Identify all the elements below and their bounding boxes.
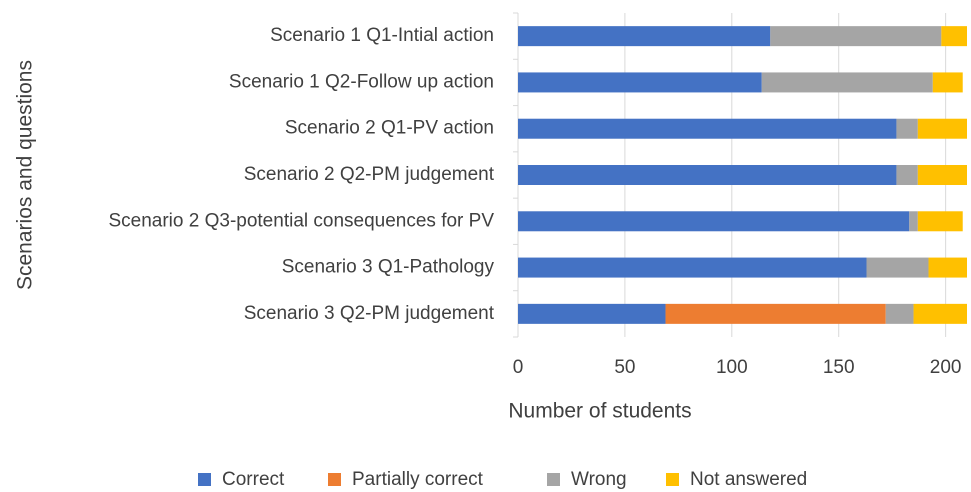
bar-segment [866, 257, 929, 278]
bar-segment [885, 303, 914, 324]
y-tick-label: Scenario 2 Q1-PV action [285, 118, 494, 139]
x-axis-title: Number of students [508, 400, 691, 423]
bar-segment [896, 118, 918, 139]
legend-label: Correct [222, 469, 285, 490]
x-tick-label: 50 [614, 357, 635, 378]
y-tick-label: Scenario 1 Q2-Follow up action [229, 71, 494, 92]
legend-swatch [328, 473, 341, 486]
bar-segment [913, 303, 967, 324]
y-tick-label: Scenario 3 Q1-Pathology [282, 257, 495, 278]
bar-segment [761, 72, 933, 93]
bar-segment [928, 257, 967, 278]
bar-segment [518, 72, 762, 93]
legend-label: Partially correct [352, 469, 484, 490]
legend-label: Not answered [690, 469, 807, 490]
bar-segment [665, 303, 886, 324]
x-tick-label: 0 [513, 357, 524, 378]
y-tick-label: Scenario 1 Q1-Intial action [270, 25, 494, 46]
bar-segment [941, 26, 967, 47]
x-tick-label: 200 [930, 357, 962, 378]
bar-segment [917, 118, 967, 139]
legend-swatch [198, 473, 211, 486]
bar-segment [896, 165, 918, 185]
bar-segment [518, 211, 910, 232]
y-tick-label: Scenario 2 Q2-PM judgement [244, 164, 495, 185]
bar-segment [917, 165, 967, 185]
bar-segment [909, 211, 918, 232]
x-tick-label: 150 [823, 357, 855, 378]
x-tick-label: 100 [716, 357, 748, 378]
bar-segment [518, 165, 897, 185]
legend-swatch [666, 473, 679, 486]
y-axis-title: Scenarios and questions [14, 60, 37, 290]
bar-segment [917, 211, 963, 232]
bar-segment [518, 26, 771, 47]
bar-segment [518, 118, 897, 139]
y-tick-label: Scenario 2 Q3-potential consequences for… [108, 210, 494, 231]
legend-swatch [547, 473, 560, 486]
bar-segment [518, 303, 666, 324]
y-tick-label: Scenario 3 Q2-PM judgement [244, 303, 495, 324]
bar-segment [518, 257, 867, 278]
legend-label: Wrong [571, 469, 627, 490]
bar-segment [932, 72, 963, 93]
bar-segment [770, 26, 942, 47]
